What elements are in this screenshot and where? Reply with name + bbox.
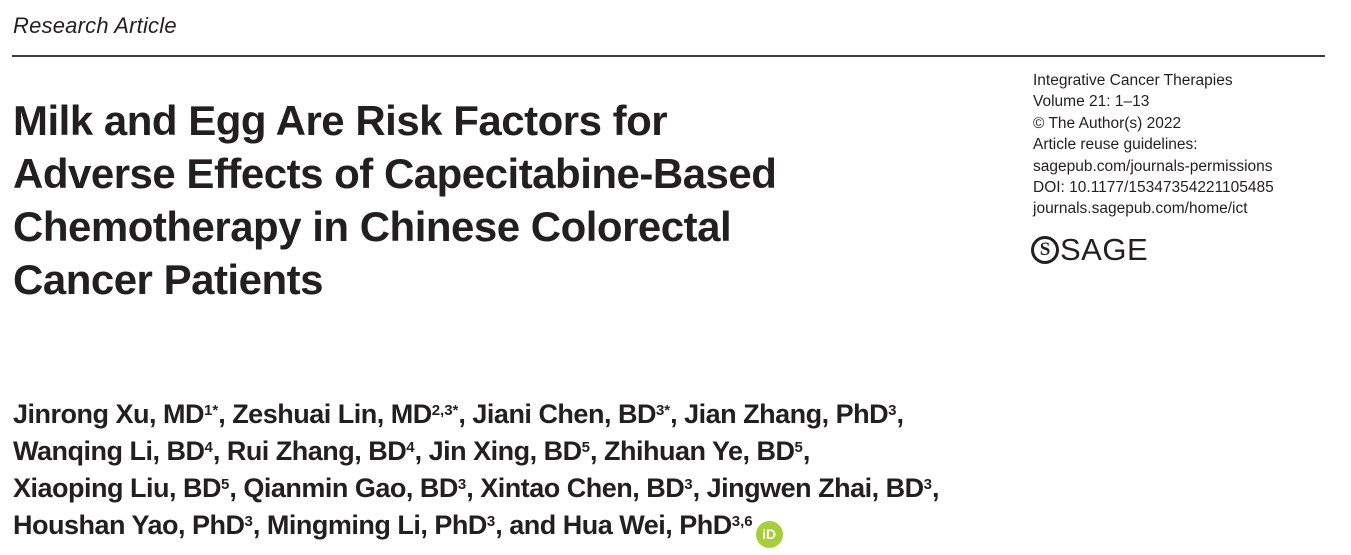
affiliation-superscript: 3 [684, 475, 693, 493]
article-title-line: Milk and Egg Are Risk Factors for [13, 97, 668, 144]
author-lines: Jinrong Xu, MD1*, Zeshuai Lin, MD2,3*, J… [13, 396, 1213, 548]
affiliation-superscript: 3,6 [731, 512, 753, 530]
permissions-url-link[interactable]: sagepub.com/journals-permissions [1033, 157, 1273, 175]
sage-logo: S SAGE [1031, 231, 1149, 267]
author-text: Xiaoping Liu, BD [13, 473, 222, 503]
affiliation-superscript: 5 [221, 475, 230, 493]
affiliation-superscript: 3 [923, 475, 932, 493]
affiliation-superscript: 4 [204, 438, 213, 456]
article-title: Milk and Egg Are Risk Factors for Advers… [13, 94, 1013, 306]
journal-name: Integrative Cancer Therapies [1033, 72, 1233, 89]
author-text: , Jian Zhang, PhD [670, 399, 889, 429]
author-text: , Jiani Chen, BD [458, 399, 656, 429]
journal-homepage-link[interactable]: journals.sagepub.com/home/ict [1033, 200, 1248, 218]
affiliation-superscript: 1* [204, 401, 219, 419]
author-line: Houshan Yao, PhD3, Mingming Li, PhD3, an… [13, 507, 1213, 548]
author-text: , [896, 399, 905, 429]
author-line: Xiaoping Liu, BD5, Qianmin Gao, BD3, Xin… [13, 470, 1213, 507]
author-text: , [802, 436, 811, 466]
article-title-line: Adverse Effects of Capecitabine-Based [13, 150, 777, 197]
article-title-line: Chemotherapy in Chinese Colorectal [13, 203, 732, 250]
journal-info-block: Integrative Cancer Therapies Volume 21: … [1033, 70, 1343, 220]
sage-wordmark: SAGE [1060, 231, 1149, 267]
affiliation-superscript: 3 [888, 401, 897, 419]
volume-pages: Volume 21: 1–13 [1033, 93, 1150, 111]
affiliation-superscript: 3 [244, 512, 253, 530]
affiliation-superscript: 3 [486, 512, 496, 530]
reuse-guidelines-label: Article reuse guidelines: [1033, 136, 1198, 154]
author-text: , [931, 473, 940, 503]
author-text: , Qianmin Gao, BD [229, 473, 458, 503]
author-text: , Xintao Chen, BD [466, 473, 685, 503]
affiliation-superscript: 5 [794, 438, 803, 456]
affiliation-superscript: 5 [581, 438, 590, 456]
author-text: , Jin Xing, BD [414, 436, 583, 466]
author-text: , and Hua Wei, PhD [495, 510, 732, 540]
doi-line: DOI: 10.1177/15347354221105485 [1033, 179, 1274, 197]
author-text: Houshan Yao, PhD [13, 510, 245, 540]
article-type-kicker: Research Article [13, 13, 177, 38]
header-divider [12, 55, 1325, 57]
author-text: , Mingming Li, PhD [252, 510, 487, 540]
affiliation-superscript: 3 [457, 475, 467, 493]
author-text: , Jingwen Zhai, BD [692, 473, 925, 503]
affiliation-superscript: 3* [655, 401, 671, 419]
copyright-line: © The Author(s) 2022 [1033, 114, 1182, 132]
author-text: Wanqing Li, BD [13, 436, 205, 466]
affiliation-superscript: 2,3* [431, 401, 459, 419]
author-text: , Zeshuai Lin, MD [218, 399, 432, 429]
article-title-line: Cancer Patients [13, 256, 323, 303]
sage-circle-s-icon: S [1031, 235, 1059, 264]
affiliation-superscript: 4 [406, 438, 415, 456]
author-line: Wanqing Li, BD4, Rui Zhang, BD4, Jin Xin… [13, 433, 1213, 470]
author-text: , Zhihuan Ye, BD [590, 436, 795, 466]
author-text: , Rui Zhang, BD [212, 436, 407, 466]
author-line: Jinrong Xu, MD1*, Zeshuai Lin, MD2,3*, J… [13, 396, 1213, 433]
orcid-icon[interactable]: iD [755, 521, 783, 548]
author-text: Jinrong Xu, MD [13, 399, 205, 429]
